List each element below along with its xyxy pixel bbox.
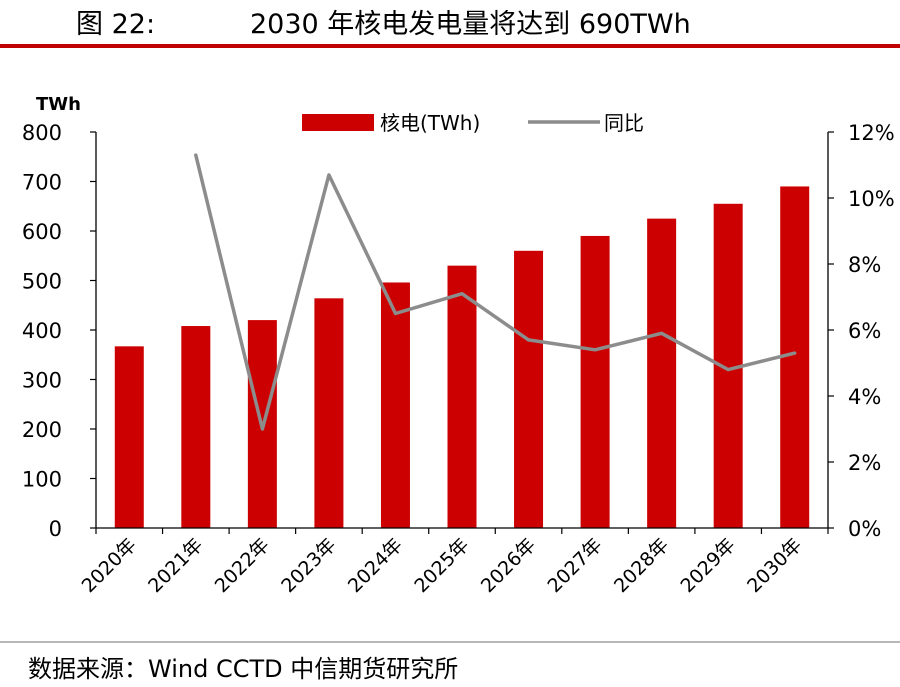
x-tick-label: 2028年 [610, 534, 673, 597]
left-tick-label: 400 [22, 319, 62, 343]
left-tick-label: 600 [22, 220, 62, 244]
figure-header: 图 22: 2030 年核电发电量将达到 690TWh [0, 0, 900, 44]
bar [580, 235, 610, 528]
left-tick-label: 200 [22, 418, 62, 442]
source-note: 数据来源：Wind CCTD 中信期货研究所 [28, 655, 459, 683]
x-axis-ticks: 2020年 2021年 2022年 2023年 2024年 2025年 2026年 2027年… [78, 528, 829, 597]
right-tick-label: 4% [848, 385, 881, 409]
left-axis-unit: TWh [36, 94, 81, 115]
legend-bar-label: 核电(TWh) [380, 111, 480, 135]
yoy-line [194, 153, 797, 431]
right-tick-label: 6% [848, 319, 881, 343]
right-tick-label: 2% [848, 451, 881, 475]
x-tick-label: 2021年 [144, 534, 207, 597]
figure-title: 2030 年核电发电量将达到 690TWh [250, 9, 691, 40]
legend-line-label: 同比 [604, 111, 644, 135]
legend-bar-swatch [302, 114, 374, 131]
bar [114, 346, 144, 528]
x-tick-label: 2027年 [543, 534, 606, 597]
x-tick-label: 2020年 [78, 534, 141, 597]
right-tick-label: 12% [848, 121, 895, 145]
nuclear-power-chart: 0 100 200 300 400 500 600 700 800 0% 2% 4% 6% 8% 10% 1… [22, 94, 895, 597]
x-tick-label: 2026年 [477, 534, 540, 597]
x-tick-label: 2029年 [677, 534, 740, 597]
left-tick-label: 500 [22, 270, 62, 294]
x-tick-label: 2030年 [743, 534, 806, 597]
right-axis-ticks: 0% 2% 4% 6% 8% 10% 12% [828, 121, 895, 541]
right-tick-label: 8% [848, 253, 881, 277]
figure-number: 图 22: [76, 9, 156, 40]
left-tick-label: 0 [49, 517, 62, 541]
legend: 核电(TWh) 同比 [302, 111, 644, 135]
x-tick-label: 2023年 [277, 534, 340, 597]
bar [181, 326, 211, 528]
left-tick-label: 300 [22, 369, 62, 393]
x-tick-label: 2022年 [211, 534, 274, 597]
header-rule [0, 44, 900, 48]
bar [314, 298, 344, 528]
x-tick-label: 2025年 [410, 534, 473, 597]
right-tick-label: 0% [848, 517, 881, 541]
left-axis-ticks: 0 100 200 300 400 500 600 700 800 [22, 121, 96, 541]
left-tick-label: 100 [22, 468, 62, 492]
bar [647, 218, 677, 528]
x-tick-label: 2024年 [344, 534, 407, 597]
left-tick-label: 700 [22, 171, 62, 195]
bar [514, 250, 544, 529]
right-tick-label: 10% [848, 187, 895, 211]
left-tick-label: 800 [22, 121, 62, 145]
footer-rule [0, 641, 900, 643]
bar [447, 265, 477, 528]
bar [380, 282, 410, 528]
